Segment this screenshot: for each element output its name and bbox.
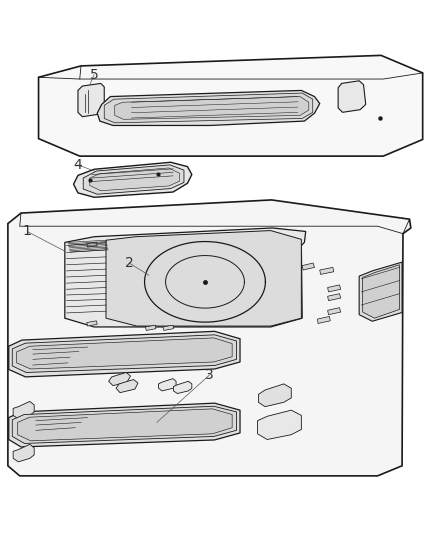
- Polygon shape: [359, 262, 402, 321]
- Polygon shape: [74, 162, 192, 197]
- Polygon shape: [258, 384, 291, 407]
- Polygon shape: [338, 81, 366, 112]
- Polygon shape: [258, 410, 301, 440]
- Polygon shape: [363, 265, 399, 318]
- Polygon shape: [65, 228, 306, 327]
- Text: 4: 4: [74, 158, 82, 172]
- Polygon shape: [18, 409, 232, 441]
- Polygon shape: [97, 91, 320, 125]
- Polygon shape: [9, 403, 240, 447]
- Text: 2: 2: [125, 256, 134, 270]
- Polygon shape: [302, 263, 314, 270]
- Text: 5: 5: [90, 68, 99, 82]
- Polygon shape: [318, 317, 330, 324]
- Polygon shape: [9, 332, 240, 377]
- Polygon shape: [109, 373, 131, 386]
- Polygon shape: [83, 165, 184, 194]
- Polygon shape: [116, 379, 138, 393]
- Text: 1: 1: [23, 224, 32, 238]
- Polygon shape: [8, 200, 411, 476]
- Polygon shape: [13, 401, 34, 419]
- Polygon shape: [12, 406, 237, 443]
- Polygon shape: [87, 242, 97, 247]
- Text: 3: 3: [205, 368, 214, 382]
- Polygon shape: [12, 335, 237, 373]
- Polygon shape: [145, 325, 156, 330]
- Polygon shape: [328, 294, 341, 301]
- Polygon shape: [159, 378, 176, 391]
- Polygon shape: [320, 268, 334, 274]
- Polygon shape: [17, 338, 232, 369]
- Polygon shape: [328, 308, 341, 314]
- Polygon shape: [78, 84, 104, 117]
- Polygon shape: [13, 445, 34, 462]
- Polygon shape: [106, 231, 301, 326]
- Polygon shape: [173, 381, 192, 393]
- Polygon shape: [163, 325, 173, 330]
- Polygon shape: [87, 321, 97, 326]
- Polygon shape: [90, 168, 180, 191]
- Polygon shape: [328, 285, 341, 292]
- Polygon shape: [104, 93, 313, 123]
- Polygon shape: [39, 55, 423, 156]
- Polygon shape: [115, 96, 309, 119]
